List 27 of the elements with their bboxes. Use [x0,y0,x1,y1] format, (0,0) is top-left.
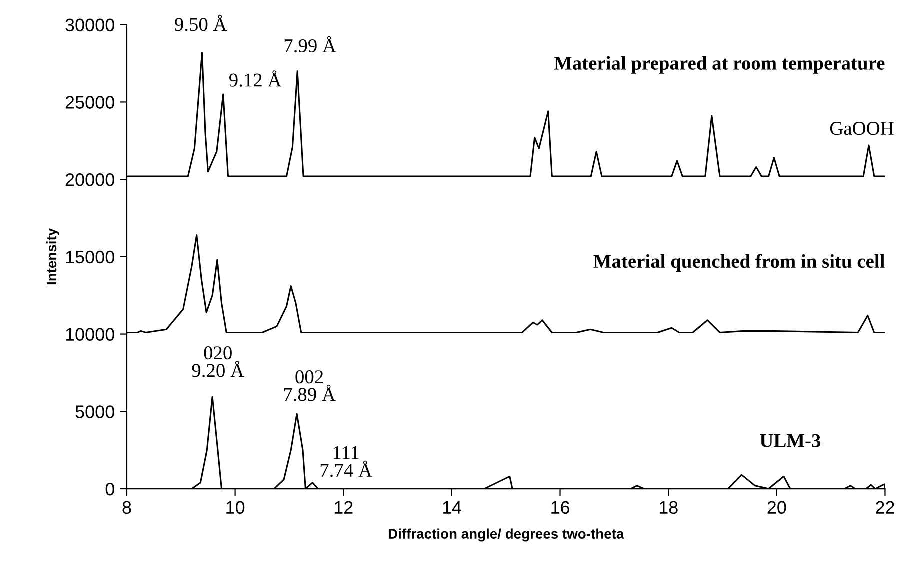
x-tick-label: 20 [768,501,786,514]
x-tick-label: 10 [226,501,245,514]
series-label: ULM-3 [760,434,821,448]
x-tick-label: 18 [660,501,678,514]
y-tick-label: 0 [106,482,114,496]
text: Material quenched from in situ cell [594,254,885,272]
x-tick-label: 22 [876,501,894,514]
series-label: Material prepared at room temperature [554,56,885,74]
annotation: 9.12 Å [229,70,282,87]
x-tick-label: 8 [122,501,132,514]
annotation: GaOOH [830,122,894,136]
annotation: 002 7.89 Å [284,370,336,402]
y-tick-label: 10000 [66,328,114,342]
x-axis-title: Diffraction angle/ degrees two-theta [388,528,624,542]
y-tick-label: 30000 [66,18,114,32]
y-axis-title: Intensity [46,228,60,285]
annotation: 9.50 Å [175,14,228,32]
x-tick-label: 12 [334,501,353,514]
annotation: 111 7.74 Å [320,446,372,478]
x-tick-label: 14 [443,501,462,514]
x-tick-label: 16 [552,501,570,514]
y-tick-label: 20000 [66,174,114,186]
y-tick-label: 5000 [76,406,114,418]
y-tick-label: 15000 [66,250,114,264]
y-tick-label: 25000 [66,96,114,109]
annotation: 7.99 Å [284,36,336,53]
annotation: 020 9.20 Å [192,346,244,378]
